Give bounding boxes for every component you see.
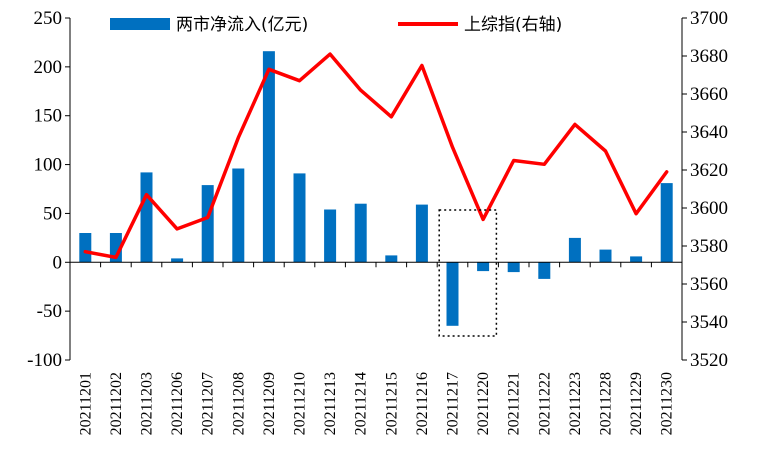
category-label-20211202: 20211202 — [108, 372, 125, 435]
axes: -100 -50 0 50 100 150 200 250 3520 3540 3560 3580 36… — [27, 8, 728, 435]
bar-20211215 — [385, 255, 398, 263]
legend-swatch-bar — [110, 18, 170, 30]
category-label-20211214: 20211214 — [353, 372, 370, 435]
category-label-20211208: 20211208 — [230, 372, 247, 435]
right-tick-label: 3560 — [690, 274, 728, 295]
right-tick-label: 3660 — [690, 84, 728, 105]
bar-20211206 — [171, 258, 184, 263]
left-tick-label: 50 — [43, 203, 62, 224]
bar-20211210 — [293, 173, 306, 263]
bar-20211217 — [446, 262, 459, 326]
left-tick-label: 0 — [53, 252, 63, 273]
category-label-20211209: 20211209 — [261, 372, 278, 435]
bar-20211221 — [507, 262, 520, 273]
bar-20211216 — [415, 204, 428, 263]
category-label-20211206: 20211206 — [169, 372, 186, 435]
bar-20211220 — [477, 262, 490, 272]
bar-20211209 — [262, 51, 275, 263]
category-label-20211213: 20211213 — [322, 372, 339, 435]
line-path — [83, 52, 669, 260]
category-label-20211220: 20211220 — [475, 372, 492, 435]
legend: 两市净流入(亿元) 上综指(右轴) — [110, 15, 562, 35]
category-label-20211201: 20211201 — [77, 372, 94, 435]
right-tick-label: 3700 — [690, 8, 728, 29]
left-tick-label: 150 — [34, 106, 63, 127]
right-tick-label: 3640 — [690, 122, 728, 143]
bar-20211223 — [568, 237, 581, 263]
category-label-20211221: 20211221 — [506, 372, 523, 435]
bar-20211222 — [538, 262, 551, 279]
legend-label-line: 上综指(右轴) — [464, 15, 562, 35]
category-label-20211203: 20211203 — [139, 372, 156, 435]
bar-20211228 — [599, 249, 612, 263]
bar-20211214 — [354, 203, 367, 263]
category-label-20211223: 20211223 — [567, 372, 584, 435]
left-tick-label: 200 — [34, 57, 63, 78]
bar-20211229 — [630, 256, 643, 263]
category-label-20211216: 20211216 — [414, 372, 431, 435]
left-tick-label: 250 — [34, 8, 63, 29]
category-label-20211207: 20211207 — [200, 372, 217, 435]
bar-series — [79, 51, 673, 326]
bar-20211213 — [324, 209, 337, 263]
category-label-20211217: 20211217 — [445, 372, 462, 435]
bar-20211203 — [140, 172, 153, 263]
left-tick-label: -100 — [27, 350, 62, 371]
highlight-box — [438, 209, 498, 337]
category-label-20211229: 20211229 — [628, 372, 645, 435]
right-tick-label: 3520 — [690, 350, 728, 371]
bar-20211207 — [201, 185, 214, 263]
category-label-20211215: 20211215 — [383, 372, 400, 435]
category-label-20211222: 20211222 — [536, 372, 553, 435]
right-tick-label: 3620 — [690, 160, 728, 181]
bar-20211230 — [660, 183, 673, 263]
highlight-rect — [438, 209, 498, 337]
bar-20211208 — [232, 168, 245, 263]
right-tick-label: 3540 — [690, 312, 728, 333]
category-label-20211228: 20211228 — [598, 372, 615, 435]
left-tick-label: -50 — [37, 301, 62, 322]
bar-20211201 — [79, 233, 92, 263]
right-tick-label: 3600 — [690, 198, 728, 219]
legend-label-bar: 两市净流入(亿元) — [176, 15, 308, 35]
right-tick-label: 3580 — [690, 236, 728, 257]
right-tick-label: 3680 — [690, 46, 728, 67]
line-series — [83, 52, 669, 260]
left-tick-label: 100 — [34, 155, 63, 176]
category-label-20211210: 20211210 — [292, 372, 309, 435]
category-label-20211230: 20211230 — [659, 372, 676, 435]
